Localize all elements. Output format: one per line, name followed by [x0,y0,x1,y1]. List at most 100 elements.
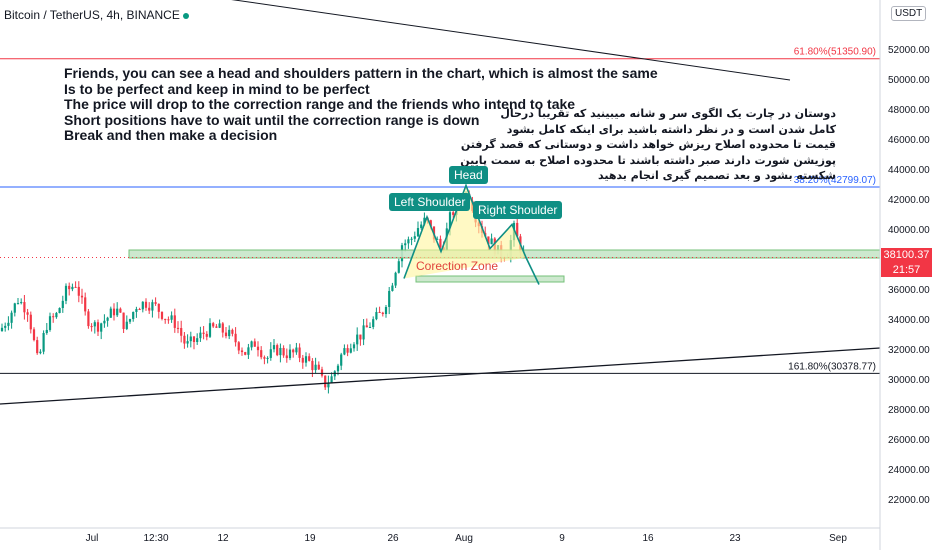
candle-body [416,228,420,237]
symbol-title-text: Bitcoin / TetherUS, 4h, BINANCE [4,8,180,22]
candle-body [394,272,397,286]
price-tick-label: 24000.00 [888,465,930,476]
last-price-tag: 38100.37 [881,248,932,263]
candle-body [93,322,96,327]
candle-body [365,325,368,328]
candle-body [103,320,106,324]
candle-body [138,309,141,311]
candle-body [240,350,244,353]
candle-body [167,319,170,321]
bar-countdown-tag: 21:57 [881,263,932,277]
candle-body [349,348,352,353]
persian-line: دوستان در چارت یک الگوی سر و شانه میبینی… [500,107,836,120]
candle-body [343,348,346,355]
candle-body [304,356,308,363]
candle-body [58,308,61,313]
persian-line: قیمت تا محدوده اصلاح ریزش خواهد داشت و د… [460,138,836,151]
candle-body [199,332,202,339]
candle-body [420,224,423,229]
candle-body [314,364,317,371]
candle-body [234,333,237,343]
time-tick-label: 26 [387,533,399,544]
persian-annotation: دوستان در چارت یک الگوی سر و شانه میبینی… [460,106,836,184]
upper-descending-trendline [231,0,791,81]
correction-zone-label[interactable]: Corection Zone [416,259,499,273]
candle-body [487,236,490,245]
candle-body [372,319,375,327]
candle-body [368,326,372,328]
left-shoulder-label[interactable]: Left Shoulder [389,193,471,211]
candle-body [439,238,442,248]
candle-body [436,238,439,240]
candle-body [276,345,279,356]
candle-body [320,369,324,376]
candle-body [122,312,125,329]
price-tick-label: 46000.00 [888,135,930,146]
english-line: Friends, you can see a head and shoulder… [64,65,658,81]
candle-body [26,312,29,315]
head-shoulders-fill [404,185,526,279]
candle-body [160,311,164,319]
candle-body [55,312,58,318]
time-tick-label: 9 [559,533,565,544]
candle-body [253,341,256,347]
candle-body [202,332,205,334]
english-line: Short positions have to wait until the c… [64,111,480,128]
candle-body [13,303,16,313]
candle-body [292,349,295,353]
candle-body [516,222,519,237]
candle-body [141,301,144,310]
candle-body [388,290,391,307]
candle-body [132,311,135,320]
candle-body [336,365,340,372]
candle-body [317,364,320,370]
price-tick-label: 48000.00 [888,105,930,116]
symbol-title[interactable]: Bitcoin / TetherUS, 4h, BINANCE [4,8,189,22]
price-tick-label: 34000.00 [888,315,930,326]
lower-ascending-trendline [0,347,881,405]
candle-body [378,311,381,313]
candle-body [154,302,157,304]
candle-body [384,306,388,315]
head-label[interactable]: Head [449,166,488,184]
time-tick-label: 12 [217,533,229,544]
candle-body [7,322,10,326]
candle-body [356,334,359,345]
candle-body [413,236,416,239]
candle-body [285,355,288,359]
time-tick-label: 23 [729,533,741,544]
fib-382-label: 38.20%(42799.07) [794,175,876,186]
candle-body [429,220,432,227]
persian-line: پوزیشن شورت دارند صبر داشته باشند تا محد… [460,153,836,167]
candle-body [39,351,42,354]
candle-body [452,212,455,215]
right-shoulder-label[interactable]: Right Shoulder [473,201,563,219]
fib-618-label: 61.80%(51350.90) [794,47,876,58]
time-tick-label: 12:30 [143,533,168,544]
candle-body [119,308,122,313]
candle-body [215,326,218,328]
candle-body [186,341,189,344]
candle-body [205,333,208,337]
candle-body [237,342,240,351]
candle-body [301,357,304,363]
currency-badge[interactable]: USDT [891,6,927,21]
candle-body [381,312,384,315]
candle-body [346,348,349,353]
price-tick-label: 30000.00 [888,375,930,386]
time-tick-label: 19 [304,533,316,544]
candle-body [404,243,407,246]
candle-body [192,336,196,343]
candle-body [263,357,266,359]
candle-body [148,307,151,311]
candle-body [96,322,100,332]
candle-body [106,317,109,321]
candle-body [423,217,426,225]
persian-line: شکسته بشود و بعد تصمیم گیری انجام بدهید [597,169,836,182]
candle-body [16,303,20,305]
candle-body [189,336,192,342]
candle-body [208,323,212,337]
